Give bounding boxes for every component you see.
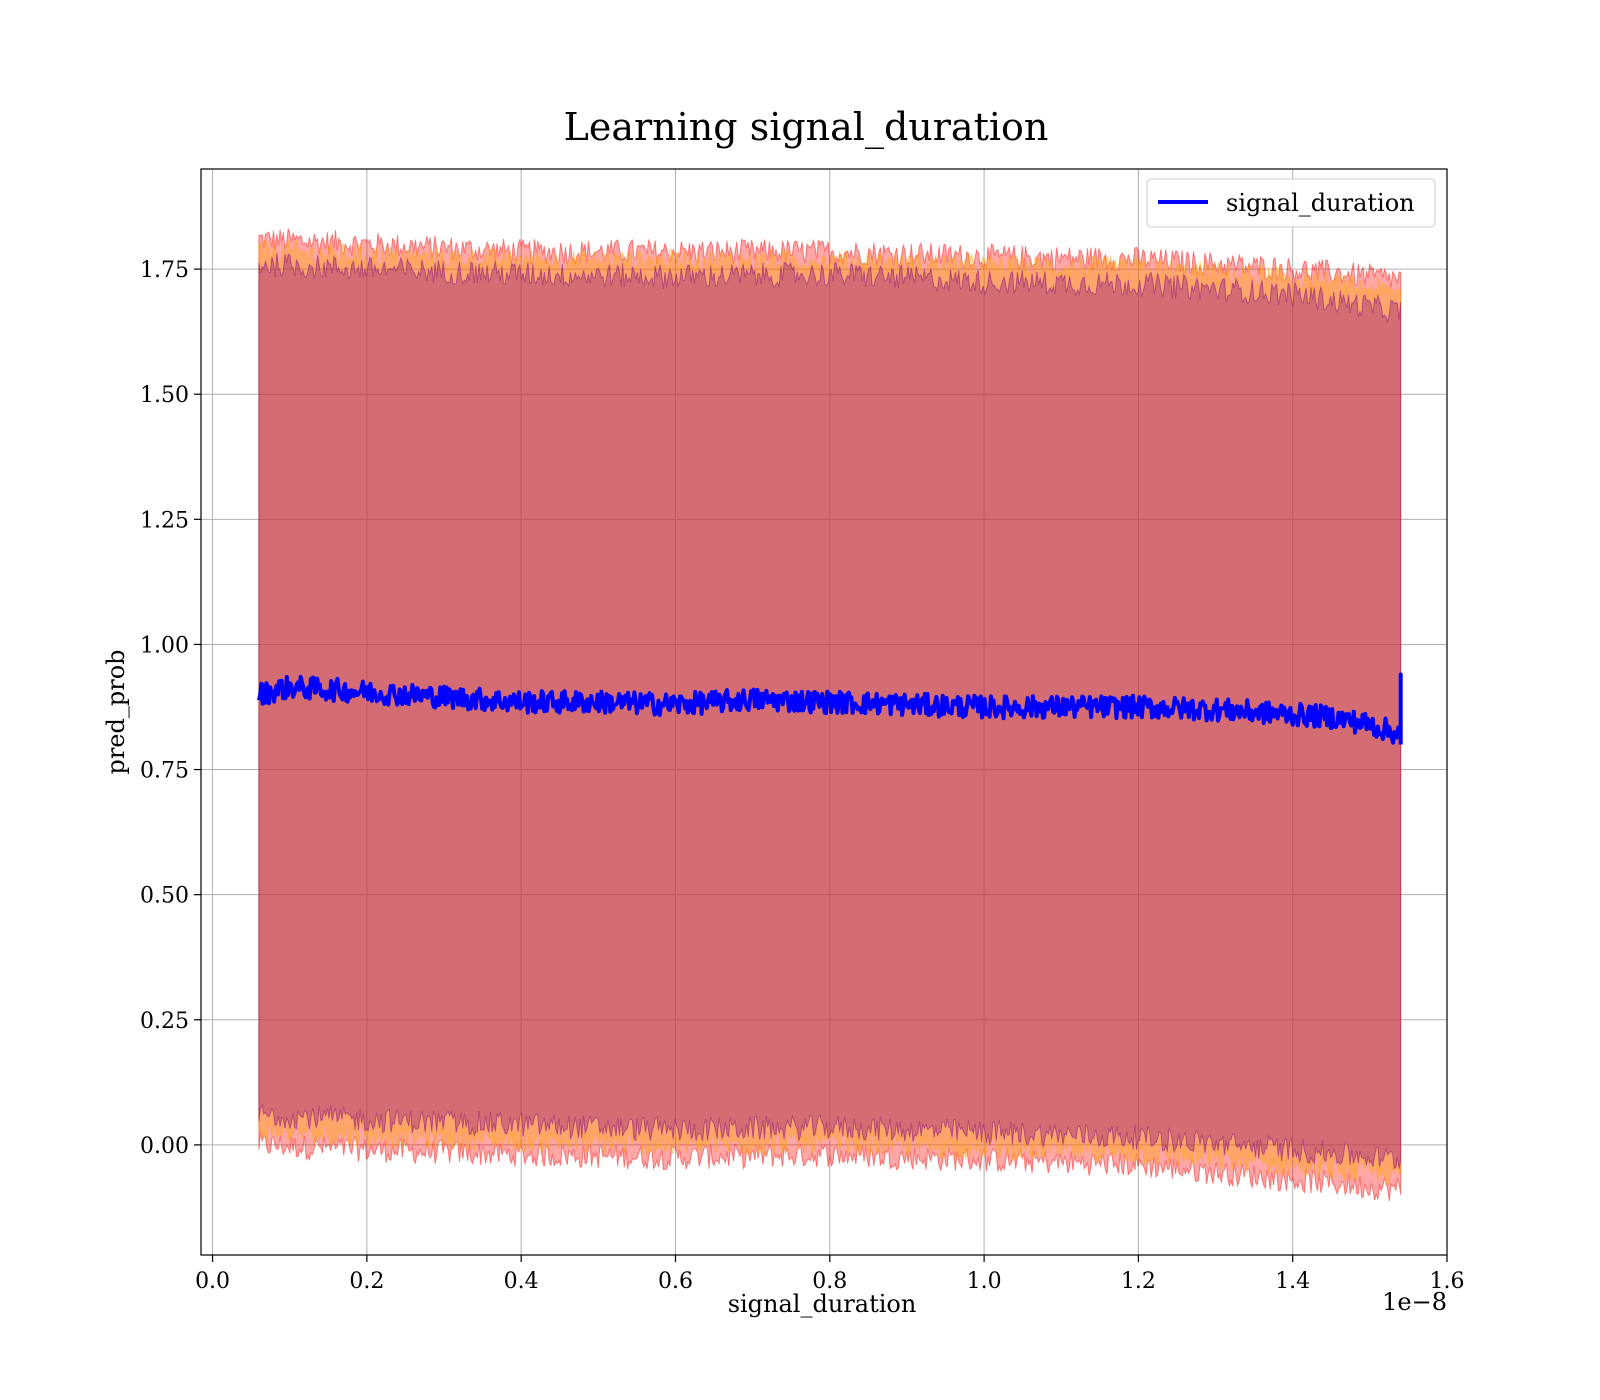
y-tick-label: 1.75 <box>140 258 189 283</box>
x-tick-label: 0.2 <box>349 1269 384 1294</box>
x-tick-label: 1.0 <box>967 1269 1002 1294</box>
x-tick-label: 1.2 <box>1121 1269 1156 1294</box>
y-tick-label: 0.25 <box>140 1009 189 1034</box>
y-axis-label: pred_prob <box>102 649 130 774</box>
confidence-band <box>258 228 1402 1202</box>
confidence-bands <box>258 228 1402 1202</box>
legend-label: signal_duration <box>1226 189 1415 217</box>
x-tick-label: 1.6 <box>1430 1269 1465 1294</box>
y-tick-label: 1.00 <box>140 633 189 658</box>
x-tick-label: 0.6 <box>658 1269 693 1294</box>
series-line <box>256 672 1403 745</box>
series-lines <box>256 672 1403 745</box>
x-axis-label: signal_duration <box>728 1290 917 1318</box>
legend: signal_duration <box>1146 178 1436 228</box>
y-tick-label: 0.75 <box>140 759 189 784</box>
chart-title: Learning signal_duration <box>564 105 1049 150</box>
x-tick-label: 0.8 <box>812 1269 847 1294</box>
y-tick-label: 0.00 <box>140 1134 189 1159</box>
x-axis-scale-label: 1e−8 <box>1382 1288 1447 1316</box>
x-tick-label: 1.4 <box>1275 1269 1310 1294</box>
legend-box <box>1146 178 1436 228</box>
x-tick-label: 0.0 <box>195 1269 230 1294</box>
y-tick-label: 0.50 <box>140 884 189 909</box>
y-tick-label: 1.25 <box>140 508 189 533</box>
x-axis-ticks: 0.0 0.2 0.4 0.6 0.8 1.0 1.2 1.4 1.6 <box>195 1255 1465 1294</box>
y-tick-label: 1.50 <box>140 383 189 408</box>
x-tick-label: 0.4 <box>504 1269 539 1294</box>
plot-frame <box>200 168 1448 1256</box>
y-axis-ticks: 0.00 0.25 0.50 0.75 1.00 1.25 1.50 1.75 <box>140 258 201 1159</box>
